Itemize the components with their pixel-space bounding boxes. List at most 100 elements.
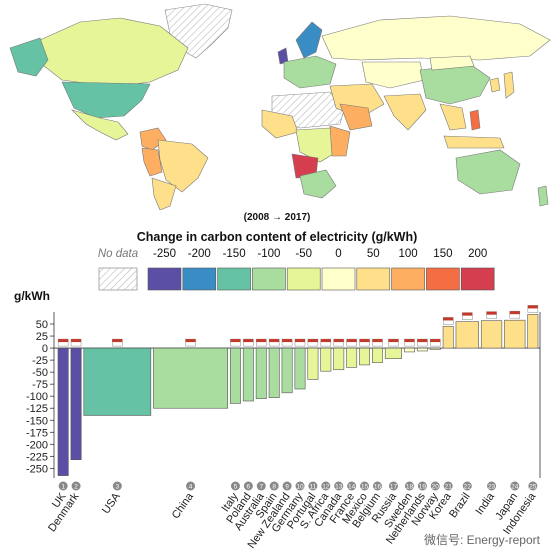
legend-item: 0 — [321, 248, 356, 291]
rank-badge — [243, 481, 253, 491]
country-flag-icon — [462, 312, 473, 320]
bar — [480, 320, 503, 349]
country-flag-icon — [417, 338, 428, 347]
country-flag-icon — [359, 338, 370, 347]
country-flag-icon — [346, 338, 357, 347]
rank-label: 21 — [445, 484, 453, 491]
legend-item: -200 — [182, 248, 217, 291]
bar — [229, 347, 241, 404]
legend-item-swatch — [217, 267, 251, 291]
country-flag-icon — [230, 338, 241, 347]
europe-region — [283, 55, 337, 89]
y-tick-label: -175 — [26, 427, 48, 439]
brazil-region — [157, 139, 209, 193]
australia-region — [455, 149, 521, 195]
peru-region — [141, 147, 163, 177]
rank-badge — [372, 481, 382, 491]
y-axis-label: g/kWh — [14, 289, 50, 303]
category-label: China — [170, 490, 197, 521]
y-tick-label: -200 — [26, 439, 48, 451]
indonesia-region — [443, 135, 505, 149]
rank-badge — [230, 481, 240, 491]
legend-item-swatch — [182, 267, 217, 291]
y-tick-label: -100 — [26, 391, 48, 403]
category-label: Brazil — [447, 491, 473, 520]
y-tick-label: 50 — [36, 319, 48, 331]
legend-item-label: -150 — [223, 248, 246, 260]
bar — [70, 347, 82, 461]
rank-badge — [528, 481, 538, 491]
y-tick-label: -125 — [26, 403, 48, 415]
rank-label: 22 — [464, 484, 472, 491]
country-flag-icon — [112, 338, 123, 347]
canada-region — [39, 17, 189, 87]
bar — [57, 347, 69, 476]
y-tick-label: -250 — [26, 463, 48, 475]
japan-region — [503, 71, 515, 99]
rank-label: 16 — [374, 484, 382, 491]
legend-item-swatch — [252, 267, 286, 291]
rank-badge — [58, 481, 68, 491]
country-flag-icon — [268, 338, 280, 347]
legend-no-data-label: No data — [98, 248, 138, 260]
country-flag-icon — [388, 338, 399, 347]
mexico-region — [70, 109, 129, 141]
rank-label: 6 — [247, 484, 251, 491]
rank-badge — [430, 481, 440, 491]
rank-badge — [112, 481, 122, 491]
legend-item: 150 — [426, 248, 460, 291]
country-flag-icon — [57, 338, 69, 347]
rank-badge — [360, 481, 370, 491]
legend: No data -250 -200 -150 -100 -50 0 50 100 150 200 — [98, 248, 495, 291]
rank-badge — [282, 481, 292, 491]
bar — [153, 347, 228, 409]
bar — [281, 347, 293, 394]
country-flag-icon — [333, 338, 344, 347]
watermark: 微信号: Energy-report — [423, 533, 540, 547]
country-flag-icon — [320, 338, 332, 347]
rank-label: 8 — [272, 484, 276, 491]
rank-badge — [334, 481, 344, 491]
legend-item-swatch — [356, 267, 391, 291]
legend-item: 200 — [460, 248, 495, 291]
rank-badge — [417, 481, 427, 491]
y-tick-label: -150 — [26, 415, 48, 427]
korea-region — [489, 77, 501, 93]
country-flag-icon — [256, 338, 267, 347]
legend-item-swatch — [286, 267, 321, 291]
rank-badge — [186, 481, 196, 491]
rank-badge — [388, 481, 398, 491]
legend-title: Change in carbon content of electricity … — [136, 230, 418, 244]
scandinavia-region — [295, 21, 323, 59]
rank-badge — [256, 481, 266, 491]
argentina-region — [151, 177, 177, 210]
rank-label: 5 — [234, 484, 238, 491]
country-flag-icon — [70, 338, 82, 347]
rank-label: 7 — [259, 484, 263, 491]
legend-item-swatch — [426, 267, 460, 291]
world-map — [9, 3, 551, 210]
west-africa-region — [261, 109, 299, 139]
russia-region — [321, 15, 551, 61]
rank-label: 13 — [335, 484, 343, 491]
legend-item-label: 100 — [399, 248, 418, 260]
rank-label: 23 — [488, 484, 496, 491]
y-tick-label: -25 — [32, 355, 48, 367]
rank-label: 19 — [419, 484, 427, 491]
bar — [294, 347, 306, 390]
legend-item-swatch — [460, 267, 495, 291]
philippines-region — [469, 109, 481, 131]
y-tick-label: -75 — [32, 379, 48, 391]
country-flag-icon — [430, 338, 441, 347]
rank-label: 17 — [390, 484, 398, 491]
legend-item: -250 — [147, 248, 182, 291]
rank-label: 4 — [189, 484, 193, 491]
rank-badge — [510, 481, 520, 491]
legend-no-data: No data — [98, 248, 138, 291]
legend-item: -50 — [286, 248, 321, 291]
legend-item: 50 — [356, 248, 391, 291]
rank-label: 2 — [74, 484, 78, 491]
bar — [346, 347, 358, 368]
legend-item: 100 — [391, 248, 425, 291]
legend-item-label: 200 — [468, 248, 487, 260]
